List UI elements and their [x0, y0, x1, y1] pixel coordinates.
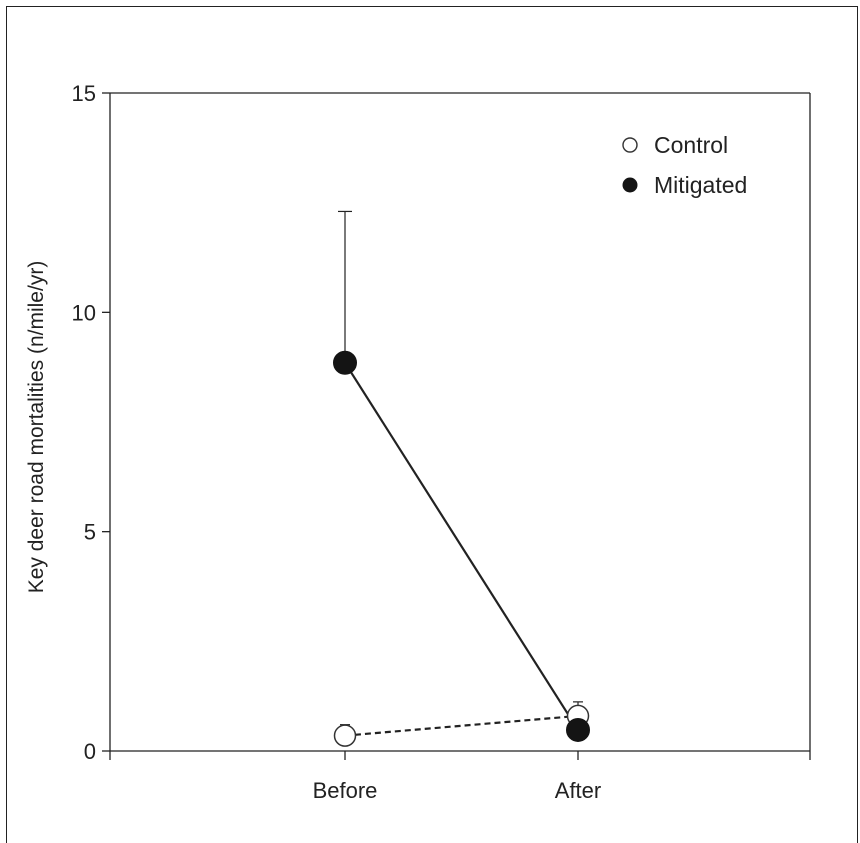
y-tick-label: 15 [72, 81, 96, 106]
x-tick-label: Before [313, 778, 378, 803]
legend-marker [623, 178, 638, 193]
data-point [334, 351, 357, 374]
series-line [345, 363, 578, 730]
data-point [567, 718, 590, 741]
y-tick-label: 10 [72, 300, 96, 325]
x-tick-label: After [555, 778, 601, 803]
y-tick-label: 5 [84, 520, 96, 545]
data-point [335, 725, 356, 746]
y-tick-label: 0 [84, 739, 96, 764]
y-axis-label: Key deer road mortalities (n/mile/yr) [25, 261, 48, 594]
legend-label: Mitigated [654, 172, 747, 198]
legend-label: Control [654, 132, 728, 158]
series-line [345, 716, 578, 736]
legend-marker [623, 138, 637, 152]
